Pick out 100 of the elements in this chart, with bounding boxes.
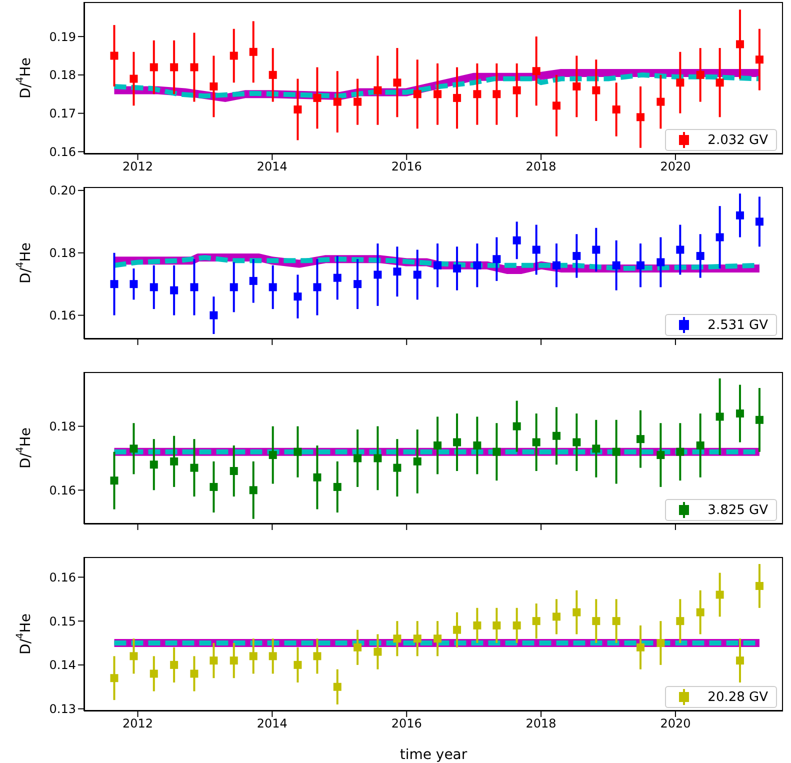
point [268, 70, 277, 79]
legend-label: 2.531 GV [708, 318, 768, 332]
point [512, 236, 521, 244]
point [268, 283, 277, 292]
point [190, 63, 198, 72]
point [110, 476, 118, 485]
point [656, 638, 665, 647]
point [230, 283, 238, 292]
point [492, 90, 501, 98]
point [354, 280, 362, 288]
point [552, 261, 560, 270]
point [656, 258, 665, 266]
x-tick-label: 2014 [256, 160, 288, 174]
point [354, 454, 362, 462]
point [333, 98, 342, 106]
point [512, 86, 521, 94]
point [413, 270, 422, 279]
point [716, 412, 724, 421]
point [294, 448, 302, 456]
point [130, 444, 138, 453]
point [532, 67, 540, 76]
point [656, 451, 665, 460]
point [716, 78, 724, 87]
point [572, 252, 581, 260]
y-tick-label: 0.19 [49, 30, 76, 44]
point [473, 261, 482, 270]
point [354, 643, 362, 652]
point [150, 283, 158, 292]
point [676, 78, 684, 87]
point [333, 482, 342, 491]
x-tick-label: 2020 [660, 716, 691, 731]
point [755, 416, 764, 424]
point [294, 105, 302, 114]
point [592, 617, 600, 626]
legend-label: 3.825 GV [708, 502, 768, 518]
point [413, 457, 422, 466]
y-tick-label: 0.15 [49, 614, 76, 628]
point [696, 70, 704, 79]
point [313, 94, 322, 102]
point [374, 270, 382, 279]
point [434, 441, 442, 450]
point [170, 457, 178, 466]
y-tick-label: 0.20 [49, 184, 76, 198]
point [190, 283, 198, 292]
point [453, 94, 462, 102]
y-tick-label: 0.16 [49, 144, 76, 159]
point [130, 652, 138, 660]
point [150, 460, 158, 469]
point [110, 674, 118, 682]
point [532, 438, 540, 446]
point [716, 590, 724, 599]
x-axis-title: time year [400, 747, 468, 763]
point [636, 643, 645, 652]
y-tick-label: 0.16 [49, 483, 76, 498]
point [313, 283, 322, 292]
point [656, 98, 665, 106]
point [736, 656, 744, 665]
point [393, 464, 402, 472]
point [572, 82, 581, 90]
point [150, 670, 158, 678]
point [552, 102, 560, 110]
point [492, 621, 501, 630]
point [492, 448, 501, 456]
point [755, 218, 764, 226]
x-tick-label: 2018 [526, 716, 556, 731]
point [592, 246, 600, 254]
x-tick-label: 2016 [391, 716, 422, 731]
point [333, 682, 342, 691]
point [676, 448, 684, 456]
point [333, 274, 342, 282]
point [572, 438, 581, 446]
point [636, 113, 645, 122]
point [393, 268, 402, 276]
point [696, 441, 704, 450]
point [755, 582, 764, 590]
point [473, 90, 482, 98]
x-tick-label: 2014 [256, 716, 288, 731]
x-tick-label: 2018 [526, 160, 556, 174]
point [413, 90, 422, 98]
point [130, 74, 138, 83]
point [473, 441, 482, 450]
point [612, 261, 620, 270]
point [612, 617, 620, 626]
point [592, 86, 600, 94]
point [230, 52, 238, 60]
point [130, 280, 138, 288]
point [374, 454, 382, 462]
point [249, 48, 258, 56]
y-tick-label: 0.16 [49, 570, 76, 584]
point [612, 448, 620, 456]
point [313, 473, 322, 482]
y-tick-label: 0.14 [49, 658, 76, 672]
point [190, 464, 198, 472]
point [512, 422, 521, 430]
y-tick-label: 0.17 [49, 106, 76, 121]
point [230, 656, 238, 665]
point [210, 482, 218, 491]
point [612, 105, 620, 114]
point [170, 63, 178, 72]
point [313, 652, 322, 660]
